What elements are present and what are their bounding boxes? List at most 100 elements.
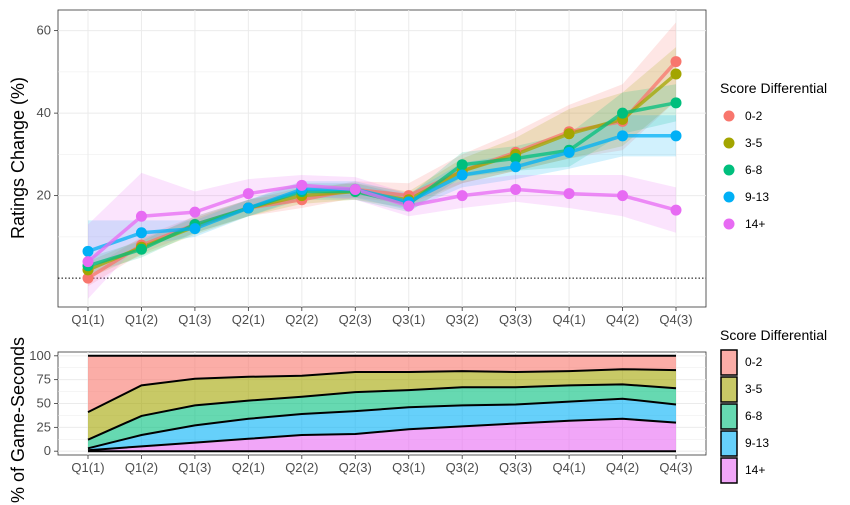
point-14 [82, 256, 94, 268]
area-14 [88, 418, 676, 452]
point-14 [617, 190, 629, 202]
stack-line-3-5 [87, 368, 677, 413]
x-tick-label: Q1(1) [71, 460, 104, 475]
legend-label-14: 14+ [745, 217, 765, 231]
point-14 [189, 206, 201, 218]
series-lines [86, 60, 678, 280]
legend-label-3-5: 3-5 [745, 136, 763, 150]
point-9-13 [563, 146, 575, 158]
y-tick-label: 0 [44, 443, 51, 458]
y-tick-label: 75 [37, 372, 51, 387]
point-6-8 [135, 243, 147, 255]
x-tick-label: Q2(2) [285, 460, 318, 475]
legend-label-9-13: 9-13 [745, 436, 769, 450]
x-tick-label: Q4(1) [552, 312, 585, 327]
ribbon-6-8 [88, 84, 676, 274]
x-tick-label: Q3(2) [446, 312, 479, 327]
point-9-13 [617, 130, 629, 142]
bottom-x-ticks: Q1(1) Q1(2) Q1(3) Q2(1) Q2(2) Q2(3) Q3(1) Q3(2)… [71, 455, 693, 475]
point-14 [135, 210, 147, 222]
x-tick-label: Q2(3) [339, 460, 372, 475]
legend-label-6-8: 6-8 [745, 409, 763, 423]
legend-key-3-5 [720, 376, 738, 403]
point-14 [403, 200, 415, 212]
legend-key-9-13 [723, 191, 735, 203]
area-6-8 [88, 384, 676, 449]
legend-label-0-2: 0-2 [745, 355, 763, 369]
legend-key-0-2 [720, 349, 738, 376]
bottom-legend-title: Score Differential [720, 327, 827, 343]
legend-key-14 [720, 457, 738, 484]
legend-label-14: 14+ [745, 463, 765, 477]
point-9-13 [135, 227, 147, 239]
legend-key-3-5 [723, 137, 735, 149]
line-14 [86, 183, 677, 263]
point-14 [296, 179, 308, 191]
x-tick-label: Q3(2) [446, 460, 479, 475]
ribbon-0-2 [88, 22, 676, 287]
bottom-legend-items: 0-2 3-5 6-8 9-13 14+ [720, 349, 769, 484]
x-tick-label: Q3(3) [499, 312, 532, 327]
point-9-13 [189, 223, 201, 235]
ribbon-14 [88, 172, 676, 299]
x-tick-label: Q4(1) [552, 460, 585, 475]
top-x-ticks: Q1(1) Q1(2) Q1(3) Q2(1) Q2(2) Q2(3) Q3(1) Q3(2)… [71, 307, 693, 327]
point-3-5 [670, 68, 682, 80]
point-14 [349, 183, 361, 195]
x-tick-label: Q3(1) [392, 460, 425, 475]
top-panel: 20 40 60 Q1(1) Q1(2) Q1(3) Q2(1) Q2(2) Q2(3) Q3(… [8, 9, 707, 327]
stack-line-14 [87, 417, 677, 452]
legend-key-0-2 [723, 110, 735, 122]
legend-key-9-13 [720, 430, 738, 457]
series-points [82, 56, 682, 284]
x-tick-label: Q2(1) [232, 460, 265, 475]
x-tick-label: Q1(3) [178, 312, 211, 327]
legend-key-6-8 [720, 403, 738, 430]
x-tick-label: Q1(3) [178, 460, 211, 475]
x-tick-label: Q4(2) [606, 460, 639, 475]
legend-label-3-5: 3-5 [745, 382, 763, 396]
bottom-panel: 0 25 50 75 100 Q1(1) Q1(2) Q1(3) Q2(1) Q2(2) Q2(3… [8, 337, 707, 503]
point-9-13 [456, 169, 468, 181]
top-y-axis-title: Ratings Change (%) [8, 77, 28, 239]
stack-boundary-lines [87, 354, 677, 453]
point-0-2 [670, 56, 682, 68]
y-tick-label: 40 [37, 105, 51, 120]
top-y-ticks: 20 40 60 [37, 23, 58, 203]
legend-key-6-8 [723, 164, 735, 176]
x-tick-label: Q3(1) [392, 312, 425, 327]
legend-label-0-2: 0-2 [745, 109, 763, 123]
legend-label-9-13: 9-13 [745, 190, 769, 204]
point-14 [456, 190, 468, 202]
x-tick-label: Q2(3) [339, 312, 372, 327]
point-0-2 [82, 272, 94, 284]
ribbon-3-5 [88, 47, 676, 279]
top-legend: Score Differential 0-2 3-5 6-8 9-13 14+ [720, 80, 827, 231]
legend-label-6-8: 6-8 [745, 163, 763, 177]
point-14 [563, 188, 575, 200]
bottom-legend: Score Differential 0-2 3-5 6-8 9-13 14+ [720, 327, 827, 484]
top-legend-items: 0-2 3-5 6-8 9-13 14+ [723, 109, 769, 231]
point-9-13 [82, 245, 94, 257]
x-tick-label: Q1(2) [125, 460, 158, 475]
point-14 [510, 183, 522, 195]
legend-key-14 [723, 218, 735, 230]
x-tick-label: Q4(3) [659, 312, 692, 327]
point-3-5 [563, 128, 575, 140]
x-tick-label: Q4(2) [606, 312, 639, 327]
bottom-y-ticks: 0 25 50 75 100 [29, 348, 58, 458]
stack-line-6-8 [87, 383, 677, 441]
point-6-8 [617, 107, 629, 119]
area-9-13 [88, 398, 676, 451]
y-tick-label: 20 [37, 188, 51, 203]
y-tick-label: 100 [29, 348, 51, 363]
x-tick-label: Q1(1) [71, 312, 104, 327]
point-6-8 [670, 97, 682, 109]
y-tick-label: 50 [37, 396, 51, 411]
point-14 [670, 204, 682, 216]
stack-line-9-13 [87, 397, 677, 450]
x-tick-label: Q4(3) [659, 460, 692, 475]
bottom-y-axis-title: % of Game-Seconds [8, 337, 28, 503]
x-tick-label: Q2(2) [285, 312, 318, 327]
